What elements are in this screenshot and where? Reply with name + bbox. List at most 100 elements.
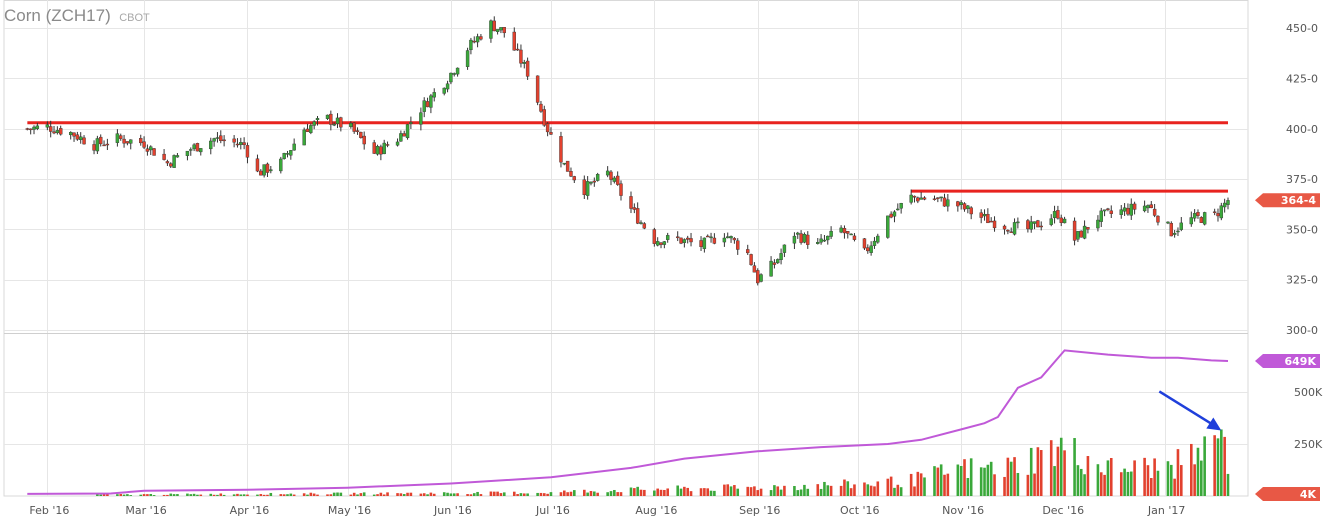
volume-bar xyxy=(839,485,843,496)
candle-body-down xyxy=(502,27,506,34)
candle-body-down xyxy=(679,237,683,244)
price-tick-label: 300-0 xyxy=(1286,324,1318,337)
candle xyxy=(986,208,990,224)
volume-bar xyxy=(936,467,940,496)
candle-body-up xyxy=(605,170,610,176)
candle xyxy=(379,144,383,161)
candle-body-down xyxy=(235,143,240,146)
candle-body-down xyxy=(1216,213,1220,217)
candle-body-down xyxy=(1196,212,1200,216)
candle-body-down xyxy=(195,143,200,152)
candle-body-down xyxy=(48,126,53,132)
volume-bar xyxy=(806,488,810,496)
volume-bar xyxy=(846,481,850,496)
candle-body-down xyxy=(1059,217,1063,223)
candle-body-down xyxy=(359,131,363,138)
volume-bar xyxy=(332,492,336,496)
candle-body-up xyxy=(876,235,880,243)
volume-bar xyxy=(869,485,873,496)
candle-body-down xyxy=(922,197,927,200)
candle xyxy=(909,189,913,205)
price-candles xyxy=(25,16,1230,286)
candle xyxy=(329,110,333,131)
volume-bar xyxy=(146,494,149,496)
candle-body-up xyxy=(946,199,950,207)
volume-bar xyxy=(829,485,833,496)
candle-body-up xyxy=(1032,221,1037,224)
candle xyxy=(339,116,343,132)
candle-body-up xyxy=(115,133,120,143)
candle-body-down xyxy=(492,20,496,32)
candle xyxy=(1096,215,1100,232)
candle-body-up xyxy=(1052,211,1057,218)
candle-body-up xyxy=(722,237,727,243)
candle-body-down xyxy=(329,113,333,125)
candle-body-up xyxy=(1226,200,1230,205)
candle xyxy=(922,196,927,201)
candle xyxy=(562,162,567,166)
candle-body-down xyxy=(936,197,940,199)
plot-frame xyxy=(3,0,1249,497)
value-badges: 364-4 649K 4K xyxy=(1255,193,1320,501)
x-tick-label: Oct '16 xyxy=(840,504,880,517)
candle xyxy=(1192,209,1197,222)
candle-body-up xyxy=(95,138,100,152)
volume-bar xyxy=(512,491,516,496)
candle xyxy=(582,175,587,199)
candle xyxy=(469,37,473,55)
candle xyxy=(69,131,73,140)
candle xyxy=(1026,218,1030,233)
candle-body-up xyxy=(1049,218,1053,225)
volume-bar xyxy=(1073,438,1076,496)
volume-bar xyxy=(196,494,199,496)
candle xyxy=(119,133,123,141)
volume-bar xyxy=(302,493,306,496)
candle xyxy=(679,237,683,245)
candle xyxy=(82,135,86,145)
candle-body-up xyxy=(849,233,853,236)
candle xyxy=(242,137,246,150)
candle-body-down xyxy=(642,223,647,229)
volume-badge-text: 4K xyxy=(1300,488,1317,501)
volume-bar xyxy=(776,486,780,496)
candle-body-up xyxy=(585,181,590,196)
candle xyxy=(219,130,223,144)
candle xyxy=(726,232,730,239)
volume-bar xyxy=(382,494,386,496)
candle xyxy=(395,138,400,147)
candle xyxy=(736,238,740,255)
volume-bar xyxy=(106,494,109,496)
candle xyxy=(592,177,597,187)
candle-body-down xyxy=(139,138,143,144)
volume-bar xyxy=(723,484,726,496)
candle xyxy=(292,138,296,151)
candle xyxy=(549,127,553,135)
volume-bar xyxy=(339,492,343,496)
volume-bar xyxy=(1123,468,1126,496)
candle xyxy=(1036,219,1040,228)
volume-bar xyxy=(1213,435,1216,496)
volume-bar xyxy=(192,493,196,496)
candle xyxy=(235,138,240,148)
volume-bar xyxy=(352,492,356,496)
candle-body-down xyxy=(1109,210,1113,214)
volume-bar xyxy=(376,494,379,496)
volume-badge-shape xyxy=(1255,487,1320,501)
volume-bar xyxy=(853,484,856,496)
candle xyxy=(722,233,727,247)
volume-bar xyxy=(329,494,333,496)
candle xyxy=(759,273,763,283)
candle xyxy=(335,113,340,129)
volume-bar xyxy=(199,494,203,496)
candle-body-down xyxy=(685,237,690,240)
candle-body-down xyxy=(749,254,753,265)
volume-bar xyxy=(733,485,736,496)
candle-body-up xyxy=(562,162,567,165)
candle xyxy=(199,148,203,156)
candle-body-up xyxy=(309,125,313,133)
candle xyxy=(779,248,783,265)
volume-bar xyxy=(1156,470,1160,496)
candle-body-up xyxy=(982,214,987,217)
volume-bar xyxy=(142,494,146,496)
